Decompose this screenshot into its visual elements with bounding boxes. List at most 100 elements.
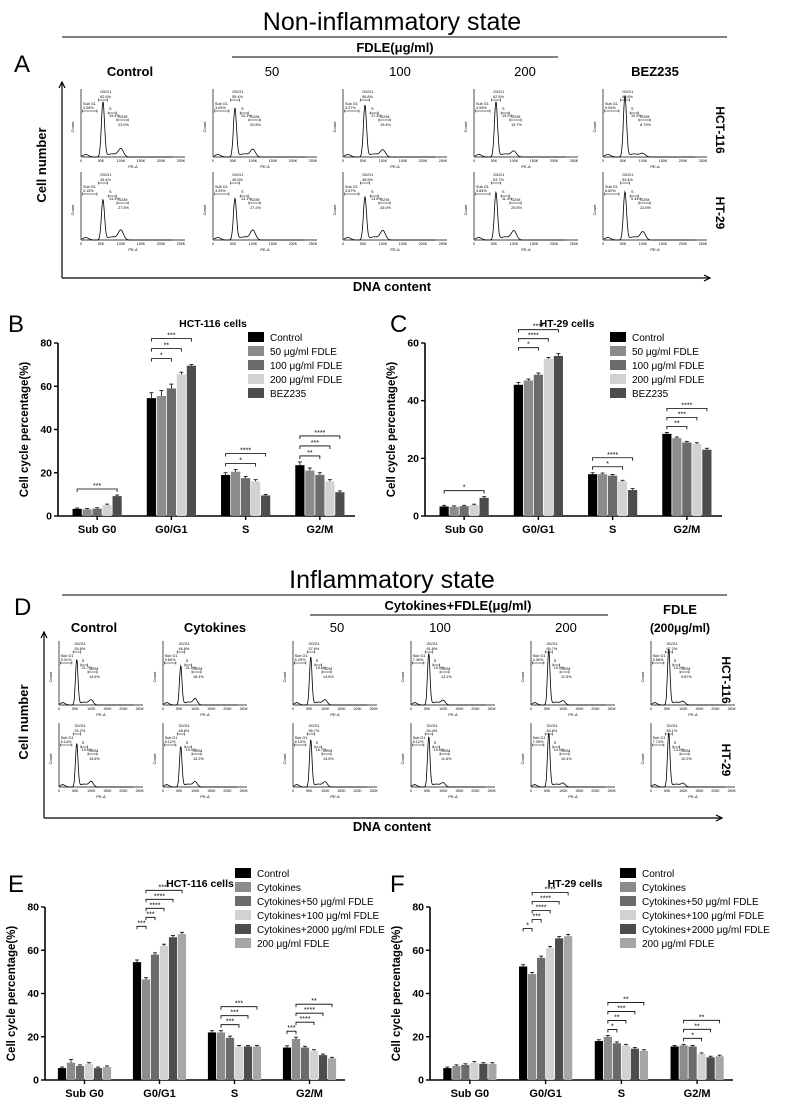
bar [102,1067,112,1080]
hist-r1-c3-x-label: PE-A [390,164,400,169]
x-tick-label: S [609,524,616,536]
hist-r1-c4-g0g1-value: 62.5% [493,95,504,99]
hist-r1-c3-g0g1-value: 57.6% [308,647,319,651]
significance-bracket [295,1021,315,1026]
x-tick-label: G2/M [306,524,333,536]
hist-r2-c3-tick-label: 250K [370,789,379,793]
hist-r2-c2-sub-name: Sub G1 [215,185,228,189]
hist-r1-c6-s-name: S [674,659,677,663]
hist-r2-c1-g2m-name: G2/M [118,198,127,202]
bar [176,374,186,516]
bar [639,1050,648,1080]
hist-r2-c1-g2m-value: 15.6% [89,757,100,761]
hist-r2-c4-sub-value: 3.84% [476,189,487,193]
hist-r1-c3-sub-value: 3.27% [345,106,356,110]
hist-r2-c5-g2m-name: G2/M [561,749,570,753]
legend-label: 200 μg/ml FDLE [270,375,343,386]
hist-r2-c5-g0g1-name: G0/G1 [546,724,557,728]
hist-r1-c2-tick-label: 200K [223,707,232,711]
significance-label: *** [678,411,686,418]
hist-r2-c5-g2m-name: G2/M [640,198,649,202]
hist-r1-c2-y-label: Count [202,121,207,133]
legend-label: BEZ235 [632,389,669,400]
x-tick-label: G2/M [673,524,700,536]
hist-r1-c1-tick-label: 150K [103,707,112,711]
hist-r1-c5-sub-name: Sub G1 [533,654,546,658]
hist-r1-c5-g0g1-value: 65.7% [546,647,557,651]
hist-r2-c4-g2m-value: 11.6% [441,757,452,761]
column-label: FDLE [663,602,697,617]
hist-r2-c5-x-label: PE-A [568,794,578,799]
hist-r1-c5-tick-label: 250K [608,707,617,711]
y-tick-label: 80 [412,902,424,914]
hist-r2-c1-tick-label: 250K [136,789,145,793]
bar [594,1041,603,1080]
bar [461,1064,470,1080]
hist-r2-c3-x-label: PE-A [330,794,340,799]
significance-label: **** [300,1016,311,1023]
hist-r2-c1-g2m-value: 27.5% [118,206,129,210]
hist-r2-c4-tick-label: 150K [530,242,539,246]
row-label: HCT-116 [719,656,733,704]
hist-r1-c2-sub-value: 3.09% [215,106,226,110]
bar [702,449,712,516]
hist-r1-c4-histogram-curve [411,653,486,706]
hist-r2-c3-sub-name: Sub G1 [295,736,308,740]
hist-r2-c3-sub-name: Sub G1 [345,185,358,189]
bar [75,1065,85,1080]
hist-r1-c3-tick-label: 0 [342,159,344,163]
hist-r2-c2-tick-label: 0 [212,242,214,246]
hist-r2-c1-tick-label: 150K [137,242,146,246]
hist-r2-c1-sub-value: 6.14% [61,740,72,744]
hist-r2-c2-histogram-curve [213,197,305,241]
hist-r2-c5-tick-label: 50K [620,242,627,246]
legend-label: 100 μg/ml FDLE [632,361,705,372]
hist-r2-c6-sub-value: 7.74% [653,740,664,744]
legend-swatch [248,332,264,342]
legend-swatch [235,938,251,948]
bar [715,1056,724,1080]
hist-r1-c5-tick-label: 200K [679,159,688,163]
hist-r1-c6-histogram-curve [651,649,726,706]
hist-r2-c2-tick-label: 50K [230,242,237,246]
hist-r2-c2-g2m-value: 15.2% [193,757,204,761]
significance-bracket [666,407,708,412]
legend-swatch [610,346,626,356]
column-label: Control [107,64,153,79]
hist-r1-c4-sub-value: 4.99% [476,106,487,110]
hist-r2-c5-histogram-curve [531,733,606,788]
hist-r2-c2-y-label: Count [152,753,157,765]
bar [84,1063,94,1080]
hist-r1-c1-tick-label: 200K [119,707,128,711]
hist-r2-c5-tick-label: 100K [559,789,568,793]
significance-bracket [607,1020,627,1024]
significance-label: ** [699,1014,705,1021]
hist-r2-c4-g2m-name: G2/M [441,749,450,753]
hist-r1-c2-tick-label: 0 [212,159,214,163]
hist-r2-c2-sub-value: 8.12% [165,740,176,744]
chart-title: HT-29 cells [548,878,603,890]
legend-label: Control [642,869,674,880]
significance-label: **** [545,886,556,893]
hist-r2-c3-tick-label: 200K [353,789,362,793]
hist-r2-c3-tick-label: 200K [419,242,428,246]
hist-r1-c1-tick-label: 250K [136,707,145,711]
hist-r2-c3-tick-label: 0 [342,242,344,246]
legend-label: 200 μg/ml FDLE [632,375,705,386]
hist-r2-c6-tick-label: 200K [711,789,720,793]
bar [225,1037,235,1080]
hist-r1-c2-tick-label: 50K [176,707,183,711]
hist-r2-c4-sub-name: Sub G1 [413,736,426,740]
hist-r2-c3-g0g1-value: 48.5% [362,178,373,182]
hist-r2-c5-g2m-value: 10.4% [561,757,572,761]
hist-r1-c2-g2m-value: 20.5% [250,123,261,127]
hist-r1-c2-tick-label: 100K [191,707,200,711]
bar [459,506,469,516]
legend-label: 50 μg/ml FDLE [270,347,337,358]
hist-r1-c5-y-label: Count [520,671,525,683]
hist-r1-c1-s-value: 21.7% [82,666,93,670]
x-tick-label: Sub G0 [78,524,117,536]
hist-r1-c1-histogram-curve [59,659,134,706]
hist-r1-c3-y-label: Count [282,671,287,683]
